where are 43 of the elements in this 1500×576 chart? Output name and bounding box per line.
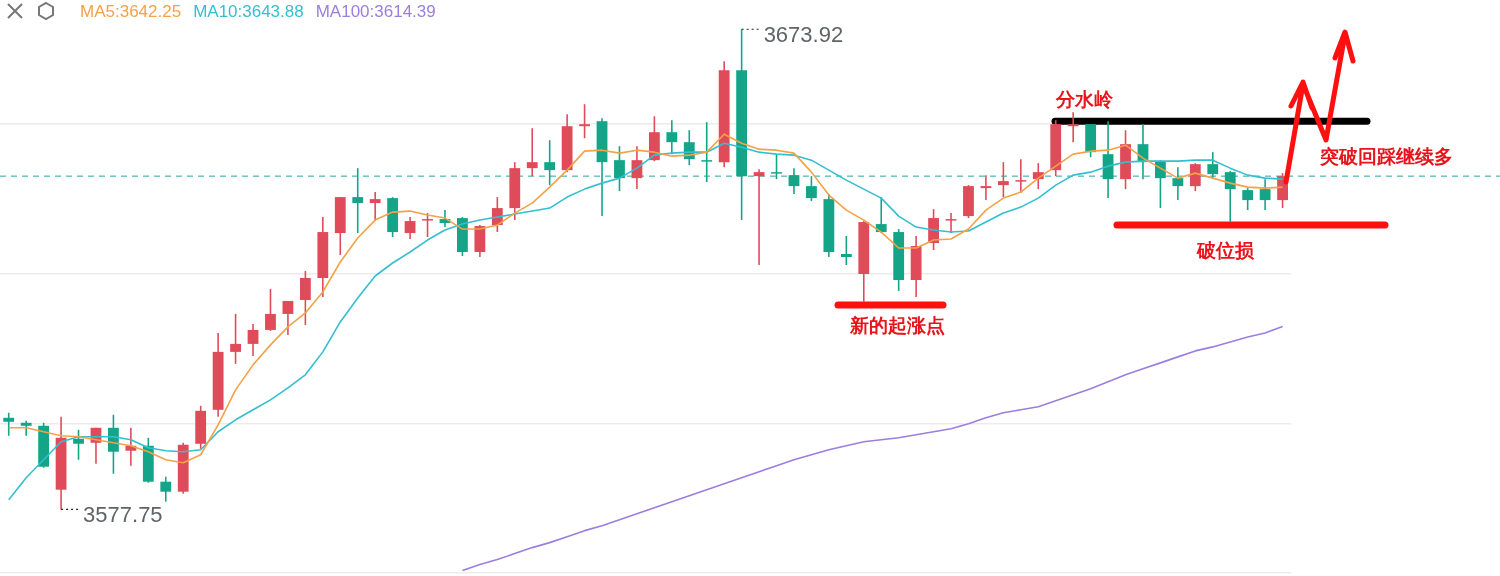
candlestick xyxy=(753,168,765,266)
ref-line-label: 新的起涨点 xyxy=(849,314,945,336)
candlestick xyxy=(526,127,538,177)
ref-line-label: 分水岭 xyxy=(1055,89,1114,111)
candlestick xyxy=(997,161,1009,198)
candlestick xyxy=(160,475,172,503)
candlestick xyxy=(3,412,15,437)
candlestick xyxy=(875,196,887,234)
candlestick xyxy=(788,167,800,195)
candlestick xyxy=(1242,187,1254,211)
candlestick xyxy=(666,119,678,155)
candlestick xyxy=(404,216,416,240)
candlestick xyxy=(299,270,311,326)
candlestick xyxy=(579,103,590,139)
candlestick xyxy=(230,313,241,365)
candlestick xyxy=(771,153,782,180)
candlestick xyxy=(282,300,294,336)
candlestick xyxy=(1067,111,1079,143)
text: 突破回踩继续多 xyxy=(1319,145,1453,167)
candlestick xyxy=(1224,170,1236,223)
text: MA5:3642.25 xyxy=(80,1,182,21)
candlestick xyxy=(980,174,992,201)
candlestick xyxy=(247,323,259,357)
candlestick xyxy=(1259,178,1271,211)
annotation: 3577.75 xyxy=(83,502,163,528)
candlestick xyxy=(352,167,364,234)
text: MA10:3643.88 xyxy=(193,1,304,21)
annotation: 3673.92 xyxy=(763,22,844,48)
candlestick xyxy=(1207,151,1219,179)
candlestick xyxy=(701,121,713,183)
candlestick xyxy=(1015,158,1027,194)
candlestick xyxy=(1172,166,1184,201)
text: MA100:3614.39 xyxy=(315,1,436,21)
ref-line-label: 破位损 xyxy=(1196,239,1255,261)
candlestick xyxy=(369,191,381,222)
candlestick xyxy=(1189,162,1201,192)
candlestick xyxy=(806,175,817,202)
candlestick xyxy=(840,235,852,266)
candlestick xyxy=(265,288,276,332)
candlestick xyxy=(422,212,433,238)
candlestick xyxy=(614,145,625,192)
candlestick xyxy=(73,428,84,461)
candlestick xyxy=(544,139,556,186)
